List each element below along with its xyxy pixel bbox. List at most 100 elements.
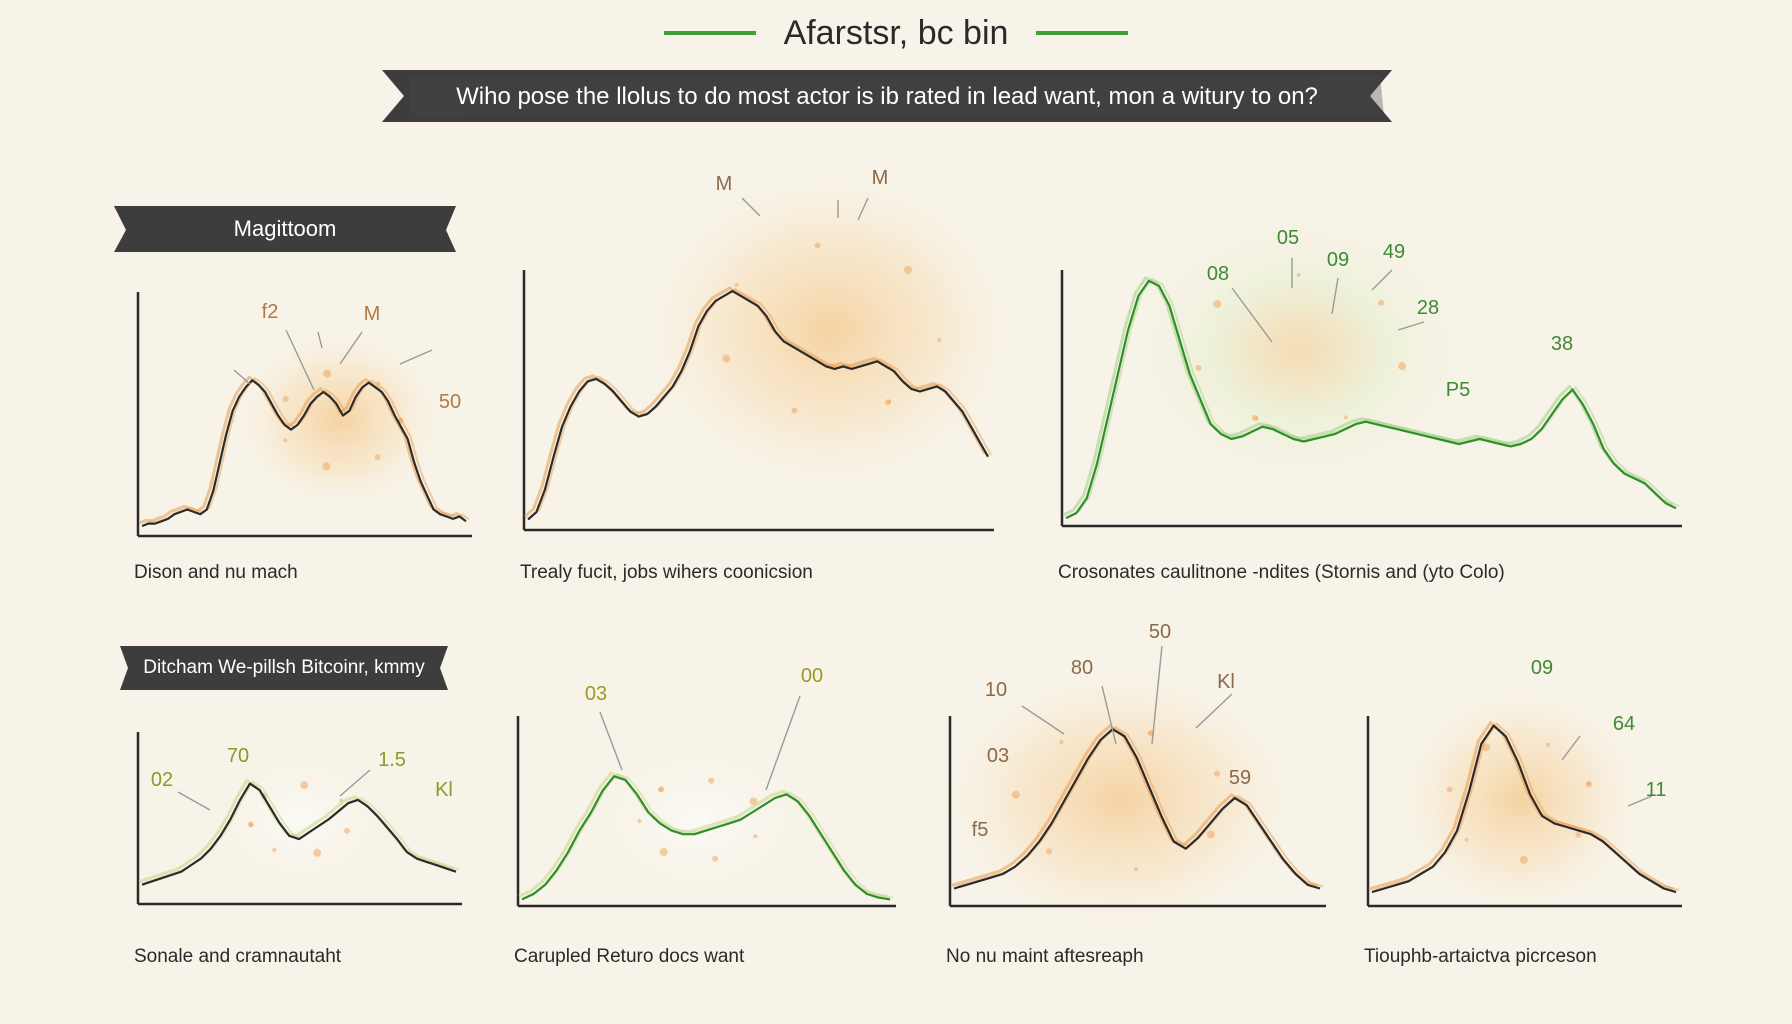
series-line bbox=[141, 782, 457, 886]
decor-dot bbox=[659, 847, 668, 856]
decor-dot bbox=[322, 462, 331, 471]
decor-dot bbox=[1546, 742, 1551, 747]
chart-glow bbox=[930, 660, 1310, 940]
series-line bbox=[953, 728, 1321, 890]
annotation-leader bbox=[339, 331, 363, 365]
series-line bbox=[141, 379, 467, 528]
decor-dot bbox=[323, 369, 332, 378]
annotation-label: f2 bbox=[262, 301, 279, 323]
chart-caption: Dison and nu mach bbox=[134, 562, 298, 583]
decor-dot bbox=[1059, 740, 1064, 745]
chart-glow bbox=[1110, 200, 1490, 500]
annotation-leader bbox=[317, 331, 323, 349]
annotation-leader bbox=[1195, 693, 1233, 729]
annotation-leader bbox=[399, 349, 433, 365]
annotation-leader bbox=[1021, 705, 1065, 735]
decor-dot bbox=[313, 848, 322, 857]
chart-caption: Sonale and cramnautaht bbox=[134, 946, 342, 967]
chart-glow bbox=[630, 160, 1030, 500]
decor-dot bbox=[1296, 273, 1301, 277]
annotation-label: 64 bbox=[1613, 713, 1635, 735]
chart-panel-4: 02 70 1.5 Kl Sonale and cramnautaht bbox=[134, 732, 462, 967]
annotation-leader bbox=[339, 769, 371, 797]
annotation-label: 80 bbox=[1071, 657, 1093, 679]
annotation-leader bbox=[857, 197, 869, 221]
decor-dot bbox=[884, 399, 891, 406]
chart-caption: No nu maint aftesreaph bbox=[946, 946, 1144, 967]
annotation-label: 05 bbox=[1277, 227, 1299, 249]
annotation-label: Kl bbox=[435, 779, 453, 801]
decor-dot bbox=[1206, 830, 1215, 839]
decor-dot bbox=[374, 454, 381, 461]
chart-glow bbox=[210, 750, 390, 890]
annotation-leader bbox=[1561, 735, 1581, 761]
annotation-leader bbox=[1397, 321, 1425, 331]
annotation-label: M bbox=[872, 167, 889, 189]
decor-dot bbox=[1398, 362, 1407, 371]
annotation-label: 49 bbox=[1383, 241, 1405, 263]
chart-caption: Carupled Returo docs want bbox=[514, 946, 745, 967]
decor-dot bbox=[1378, 299, 1384, 306]
chart-panel-5: 03 00 Carupled Returo docs want bbox=[514, 665, 896, 967]
annotation-label: M bbox=[716, 173, 733, 195]
annotation-label: 09 bbox=[1531, 657, 1553, 679]
decor-dot bbox=[904, 266, 912, 274]
decor-dot bbox=[658, 786, 665, 793]
decor-dot bbox=[708, 777, 715, 784]
decor-dot bbox=[749, 797, 758, 806]
chart-caption: Crosonates caulitnone -ndites (Stornis a… bbox=[1058, 562, 1505, 583]
decor-dot bbox=[1575, 831, 1582, 838]
decor-dot bbox=[791, 407, 798, 414]
series-line-echo bbox=[530, 287, 992, 519]
series-line-echo bbox=[138, 375, 464, 525]
chart-panel-3: 05 08 09 49 28 38 P5 Crosonates caulitnone -ndi… bbox=[1058, 200, 1682, 583]
section-label-2-text: Ditcham We-pillsh Bitcoinr, kmmy bbox=[143, 657, 425, 678]
decor-dot bbox=[1343, 415, 1348, 420]
decor-dot bbox=[1251, 414, 1258, 421]
decor-dot bbox=[247, 821, 254, 828]
annotation-label: M bbox=[364, 303, 381, 325]
chart-panel-6: 10 80 50 Kl 03 59 f5 No nu maint aftesreaph bbox=[930, 621, 1326, 967]
chart-glow bbox=[590, 740, 810, 900]
series-line bbox=[1065, 279, 1677, 520]
decor-dot bbox=[1011, 790, 1020, 799]
section-label-1: Magittoom bbox=[114, 206, 456, 252]
decor-dot bbox=[722, 354, 731, 363]
annotation-leader bbox=[1331, 277, 1339, 315]
annotation-label: 50 bbox=[439, 391, 461, 413]
chart-caption: Tiouphb-artaictva picrceson bbox=[1364, 946, 1597, 967]
chart-glow bbox=[1390, 680, 1650, 920]
annotation-label: P5 bbox=[1446, 379, 1470, 401]
decor-dot bbox=[1213, 300, 1222, 309]
annotation-leader bbox=[233, 369, 251, 385]
chart-panel-7: 09 64 11 Tiouphb-artaictva picrceson bbox=[1364, 657, 1682, 967]
annotation-label: 11 bbox=[1646, 779, 1667, 801]
annotation-leader bbox=[1151, 645, 1163, 745]
section-label-2: Ditcham We-pillsh Bitcoinr, kmmy bbox=[120, 646, 448, 690]
decor-dot bbox=[283, 438, 288, 443]
annotation-label: 03 bbox=[585, 683, 607, 705]
decor-dot bbox=[1519, 855, 1528, 864]
decor-dot bbox=[937, 337, 942, 342]
decor-dot bbox=[1586, 781, 1592, 788]
annotation-leader bbox=[285, 329, 315, 391]
decor-dot bbox=[1195, 364, 1202, 371]
annotation-leader bbox=[599, 711, 623, 771]
decor-dot bbox=[637, 819, 642, 823]
decor-dot bbox=[1446, 786, 1453, 793]
decor-dot bbox=[712, 855, 719, 862]
decor-dot bbox=[300, 781, 309, 790]
series-line bbox=[521, 775, 891, 901]
decor-dot bbox=[753, 834, 758, 839]
annotation-label: 50 bbox=[1149, 621, 1171, 643]
annotation-leader bbox=[1371, 269, 1393, 291]
header: Afarstsr, bc bin Wiho pose the llolus to… bbox=[382, 14, 1392, 122]
annotation-label: 28 bbox=[1417, 297, 1439, 319]
annotation-leader bbox=[741, 197, 761, 217]
series-line bbox=[1371, 724, 1677, 894]
series-line-echo bbox=[144, 376, 470, 525]
annotation-label: 1.5 bbox=[378, 749, 406, 771]
annotation-leader bbox=[1627, 795, 1653, 807]
series-line bbox=[527, 290, 989, 521]
annotation-leader bbox=[177, 791, 211, 811]
